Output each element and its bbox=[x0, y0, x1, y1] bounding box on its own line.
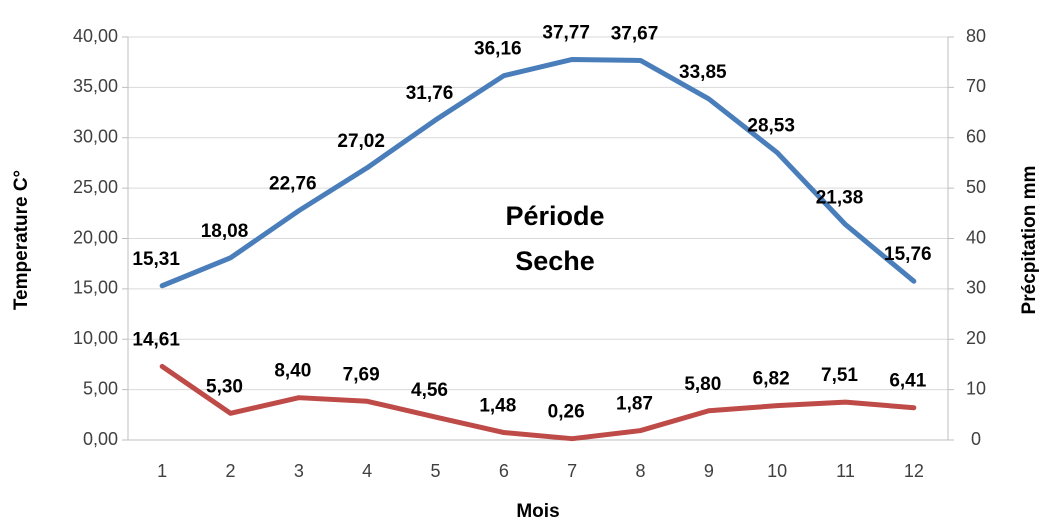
y2-axis-title: Précpitation mm bbox=[1019, 166, 1040, 315]
x-tick-label: 3 bbox=[294, 461, 304, 481]
data-label: 5,30 bbox=[206, 376, 243, 397]
x-tick-label: 10 bbox=[767, 461, 787, 481]
x-tick-label: 7 bbox=[567, 461, 577, 481]
annotation: Seche bbox=[515, 246, 595, 276]
data-label: 0,26 bbox=[548, 402, 585, 423]
x-tick-label: 11 bbox=[836, 461, 855, 481]
data-label: 36,16 bbox=[474, 39, 522, 60]
y-tick-label: 25,00 bbox=[73, 177, 118, 197]
x-tick-label: 6 bbox=[499, 461, 509, 481]
x-tick-label: 5 bbox=[430, 461, 440, 481]
data-label: 15,76 bbox=[884, 244, 932, 265]
annotation: Période bbox=[505, 201, 604, 231]
y2-tick-label: 60 bbox=[966, 127, 986, 147]
x-tick-label: 2 bbox=[225, 461, 235, 481]
y-axis-title: Temperature C° bbox=[11, 170, 32, 310]
data-label: 21,38 bbox=[816, 188, 864, 209]
data-label: 1,48 bbox=[479, 396, 516, 417]
data-label: 14,61 bbox=[132, 329, 180, 350]
x-tick-label: 12 bbox=[904, 461, 924, 481]
y2-tick-label: 80 bbox=[966, 26, 986, 46]
x-tick-label: 9 bbox=[704, 461, 714, 481]
y-tick-label: 5,00 bbox=[83, 378, 118, 398]
data-label: 28,53 bbox=[747, 116, 795, 137]
y-tick-label: 0,00 bbox=[83, 429, 118, 449]
y2-tick-label: 50 bbox=[966, 177, 986, 197]
data-label: 37,67 bbox=[611, 23, 659, 44]
y-tick-label: 30,00 bbox=[73, 127, 118, 147]
x-axis-title: Mois bbox=[516, 501, 559, 522]
data-label: 7,51 bbox=[821, 365, 858, 386]
y2-tick-label: 20 bbox=[966, 328, 986, 348]
data-label: 7,69 bbox=[343, 364, 380, 385]
y2-tick-label: 40 bbox=[966, 227, 986, 247]
x-tick-label: 1 bbox=[157, 461, 167, 481]
y2-tick-label: 30 bbox=[966, 278, 986, 298]
data-label: 4,56 bbox=[411, 380, 448, 401]
series-line bbox=[159, 56, 917, 289]
series-line bbox=[159, 363, 917, 442]
y-tick-label: 35,00 bbox=[73, 76, 118, 96]
data-label: 22,76 bbox=[269, 174, 317, 195]
data-label: 6,41 bbox=[889, 371, 926, 392]
data-label: 6,82 bbox=[753, 369, 790, 390]
y2-tick-label: 70 bbox=[966, 76, 986, 96]
data-label: 37,77 bbox=[542, 22, 590, 43]
y2-tick-label: 0 bbox=[971, 429, 981, 449]
data-label: 31,76 bbox=[406, 83, 454, 104]
data-label: 1,87 bbox=[616, 394, 653, 415]
data-label: 5,80 bbox=[684, 374, 721, 395]
data-label: 8,40 bbox=[274, 361, 311, 382]
data-label: 27,02 bbox=[337, 131, 385, 152]
y-tick-label: 15,00 bbox=[73, 278, 118, 298]
data-label: 33,85 bbox=[679, 62, 727, 83]
data-label: 15,31 bbox=[132, 249, 180, 270]
x-tick-label: 4 bbox=[362, 461, 372, 481]
data-label: 18,08 bbox=[201, 221, 249, 242]
y-tick-label: 40,00 bbox=[73, 26, 118, 46]
x-tick-label: 8 bbox=[635, 461, 645, 481]
y-tick-label: 10,00 bbox=[73, 328, 118, 348]
y2-tick-label: 10 bbox=[966, 378, 986, 398]
y-tick-label: 20,00 bbox=[73, 227, 118, 247]
